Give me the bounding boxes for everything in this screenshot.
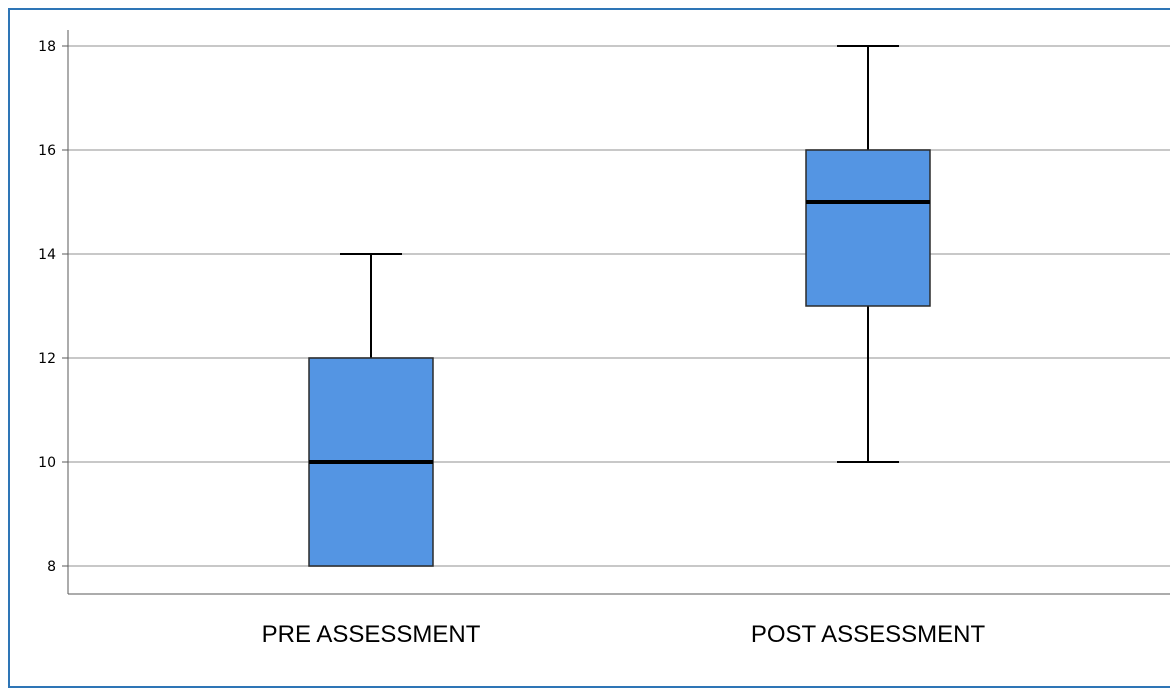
y-tick-label: 12: [38, 351, 56, 367]
y-tick-label: 16: [38, 143, 56, 159]
chart-frame: [8, 8, 1170, 688]
boxplot-chart: 8 10 12 14 16 18 PRE ASSESSMENT POST ASSESSMENT: [38, 30, 1170, 648]
axes: [62, 30, 1170, 595]
y-tick-label: 10: [38, 455, 56, 471]
y-tick-label: 14: [38, 247, 56, 263]
gridlines: [68, 45, 1170, 567]
x-category-label: POST ASSESSMENT: [751, 621, 986, 648]
box-group-1: [805, 45, 931, 463]
labels: 8 10 12 14 16 18 PRE ASSESSMENT POST ASSESSMENT: [38, 39, 985, 648]
y-tick-label: 8: [47, 559, 56, 575]
boxes: [308, 45, 931, 567]
iqr-box: [805, 149, 931, 307]
y-tick-label: 18: [38, 39, 56, 55]
x-category-label: PRE ASSESSMENT: [262, 621, 481, 648]
box-group-0: [308, 253, 434, 567]
